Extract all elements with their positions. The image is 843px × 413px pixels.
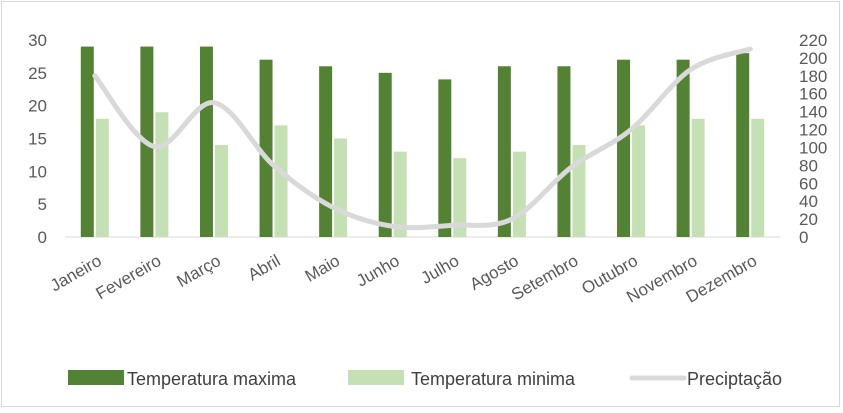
- bar-temperatura-maxima: [557, 66, 571, 238]
- left-axis-tick-label: 15: [28, 130, 47, 149]
- bar-temperatura-minima: [512, 151, 526, 237]
- legend-label: Temperatura maxima: [127, 369, 297, 389]
- bar-temperatura-maxima: [319, 66, 333, 238]
- category-label: Fevereiro: [93, 251, 165, 303]
- bar-temperatura-minima: [632, 125, 646, 237]
- bar-temperatura-maxima: [676, 59, 690, 238]
- bar-temperatura-minima: [95, 118, 109, 237]
- bar-temperatura-maxima: [736, 53, 750, 238]
- chart-frame: 0 5 10 15 20 25 30 0 20 40 60 80 100 120 140 160 180 200…: [1, 1, 840, 407]
- legend-item: Preciptação: [629, 369, 782, 389]
- category-label: Abril: [245, 251, 284, 284]
- left-axis-tick-label: 10: [28, 162, 47, 181]
- category-label: Março: [174, 251, 224, 291]
- right-axis-tick-label: 200: [799, 49, 827, 68]
- precipitation-line-group: [92, 46, 753, 231]
- bar-temperatura-minima: [393, 151, 407, 237]
- category-label: Julho: [418, 251, 463, 288]
- right-axis-tick-label: 40: [799, 192, 818, 211]
- left-axis-tick-label: 0: [38, 228, 47, 247]
- right-axis-tick-label: 160: [799, 85, 827, 104]
- right-axis-tick-label: 220: [799, 31, 827, 50]
- bars: [80, 46, 765, 238]
- bar-temperatura-maxima: [80, 46, 94, 237]
- legend-swatch: [348, 370, 404, 385]
- left-axis-tick-label: 5: [38, 195, 47, 214]
- legend-label: Temperatura minima: [411, 369, 576, 389]
- precipitation-line: [92, 46, 753, 231]
- bar-temperatura-maxima: [199, 46, 213, 237]
- right-axis-tick-label: 140: [799, 103, 827, 122]
- bar-temperatura-minima: [274, 125, 288, 237]
- legend-label: Preciptação: [687, 369, 782, 389]
- bar-temperatura-maxima: [617, 59, 631, 238]
- right-axis-tick-label: 60: [799, 174, 818, 193]
- legend-swatch: [68, 370, 124, 385]
- bar-temperatura-minima: [334, 138, 348, 237]
- right-axis-tick-label: 100: [799, 138, 827, 157]
- bar-temperatura-minima: [155, 112, 169, 237]
- category-label: Maio: [302, 251, 343, 286]
- left-axis-tick-label: 25: [28, 64, 47, 83]
- bar-temperatura-minima: [572, 145, 586, 237]
- left-axis-tick-label: 30: [28, 31, 47, 50]
- legend-item: Temperatura minima: [348, 369, 576, 389]
- bar-temperatura-maxima: [378, 72, 392, 237]
- bar-temperatura-minima: [214, 145, 228, 237]
- right-axis-tick-label: 120: [799, 121, 827, 140]
- category-label: Junho: [353, 251, 403, 291]
- bar-temperatura-minima: [751, 118, 765, 237]
- bar-temperatura-maxima: [259, 59, 273, 238]
- bar-temperatura-maxima: [497, 66, 511, 238]
- right-axis-tick-label: 20: [799, 210, 818, 229]
- bar-temperatura-minima: [691, 118, 705, 237]
- right-axis-tick-label: 180: [799, 67, 827, 86]
- legend-item: Temperatura maxima: [68, 369, 297, 389]
- legend: Temperatura maxima Temperatura minima Prec…: [68, 369, 782, 389]
- left-axis-tick-label: 20: [28, 97, 47, 116]
- left-axis-ticks: 0 5 10 15 20 25 30: [28, 31, 47, 247]
- bar-temperatura-minima: [453, 158, 467, 237]
- bar-temperatura-maxima: [438, 79, 452, 238]
- category-label: Setembro: [508, 251, 581, 304]
- right-axis-tick-label: 0: [799, 228, 808, 247]
- right-axis-tick-label: 80: [799, 156, 818, 175]
